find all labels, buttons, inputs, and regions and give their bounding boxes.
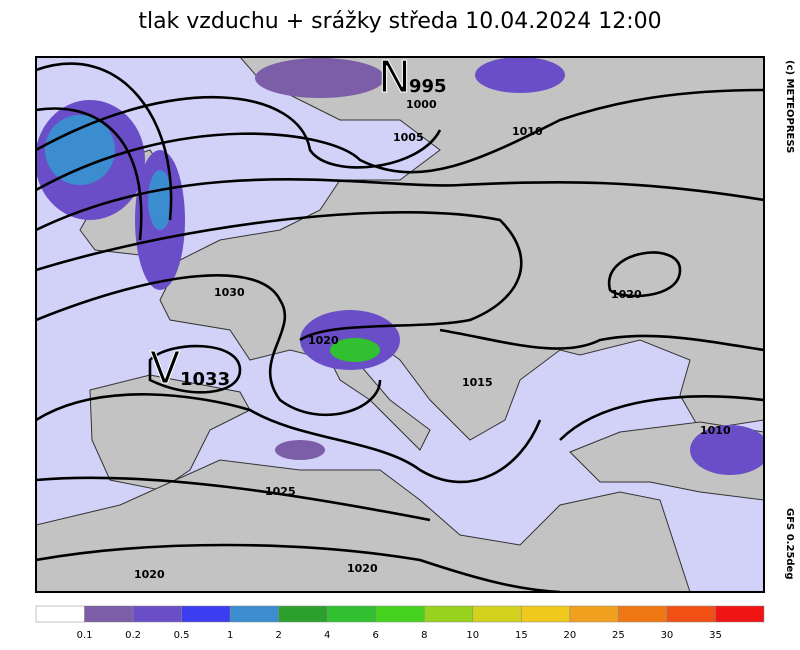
- legend-swatch: [521, 605, 571, 623]
- high-value: 1033: [180, 369, 230, 390]
- low-value: 995: [409, 76, 447, 97]
- isobar: [36, 178, 764, 232]
- legend-label: 0.1: [77, 630, 93, 641]
- isobars: [36, 62, 764, 592]
- isobar-label: 1020: [611, 288, 642, 301]
- model-label: GFS 0.25deg: [784, 508, 795, 580]
- isobar-label: 1020: [134, 568, 165, 581]
- isobar-label: 1015: [462, 376, 493, 389]
- precip-area: [148, 170, 172, 230]
- precip-area: [690, 425, 764, 475]
- precip-area: [330, 338, 380, 362]
- isobar: [148, 344, 242, 394]
- isobar-label: 1025: [265, 485, 296, 498]
- isobar: [36, 274, 382, 417]
- italy: [329, 359, 431, 451]
- precipitation: [36, 57, 764, 475]
- iberia: [89, 374, 251, 491]
- legend-swatch: [229, 605, 279, 623]
- legend-label: 25: [612, 630, 625, 641]
- legend-swatch: [84, 605, 134, 623]
- legend-label: 0.2: [125, 630, 141, 641]
- precip-area: [45, 115, 115, 185]
- legend-label: 35: [709, 630, 722, 641]
- isobar-label: 1020: [308, 334, 339, 347]
- isobar: [36, 62, 173, 221]
- legend-swatch: [35, 605, 85, 623]
- africa: [36, 459, 691, 592]
- map: N 995 V 1033 1000 1005 1010 1030 1020 10…: [36, 52, 764, 592]
- isobar: [36, 476, 431, 522]
- legend: 0.1 0.2 0.5 1 2 4 6 8 10 15 20 25 30 35: [35, 605, 765, 641]
- legend-label: 8: [421, 630, 427, 641]
- legend-swatch: [132, 605, 182, 623]
- legend-label: 20: [563, 630, 576, 641]
- low-letter: N: [378, 52, 411, 103]
- isobar-label: 1030: [214, 286, 245, 299]
- legend-swatch: [181, 605, 231, 623]
- legend-swatch: [375, 605, 425, 623]
- isobar: [36, 543, 561, 592]
- legend-label: 30: [661, 630, 674, 641]
- legend-label: 0.5: [174, 630, 190, 641]
- legend-swatch: [278, 605, 328, 623]
- precip-area: [475, 57, 565, 93]
- legend-label: 10: [466, 630, 479, 641]
- copyright: (c) METEOPRESS: [784, 60, 795, 153]
- isobar: [559, 395, 764, 441]
- title: tlak vzduchu + srážky středa 10.04.2024 …: [138, 9, 661, 34]
- precip-area: [275, 440, 325, 460]
- legend-swatch: [618, 605, 668, 623]
- legend-label: 4: [324, 630, 330, 641]
- legend-swatch: [472, 605, 522, 623]
- legend-swatch: [569, 605, 619, 623]
- precip-area: [255, 58, 385, 98]
- legend-swatch: [326, 605, 376, 623]
- isobar-label: 1005: [393, 131, 424, 144]
- isobar: [36, 211, 523, 342]
- isobar-label: 1010: [512, 125, 543, 138]
- legend-swatch: [715, 605, 765, 623]
- isobar: [36, 393, 542, 484]
- map-frame: [35, 56, 765, 593]
- high-letter: V: [150, 343, 180, 394]
- isobar-label: 1000: [406, 98, 437, 111]
- isobar: [36, 88, 764, 192]
- isobar-label: 1020: [347, 562, 378, 575]
- legend-label: 2: [275, 630, 281, 641]
- legend-swatch: [424, 605, 474, 623]
- isobar-label: 1010: [700, 424, 731, 437]
- labels: N 995 V 1033 1000 1005 1010 1030 1020 10…: [134, 52, 731, 581]
- legend-label: 6: [373, 630, 379, 641]
- isobar: [36, 95, 442, 169]
- isobar: [439, 328, 764, 352]
- isobar: [607, 251, 682, 298]
- legend-swatch: [666, 605, 716, 623]
- legend-label: 1: [227, 630, 233, 641]
- isobar: [36, 107, 143, 241]
- legend-label: 15: [515, 630, 528, 641]
